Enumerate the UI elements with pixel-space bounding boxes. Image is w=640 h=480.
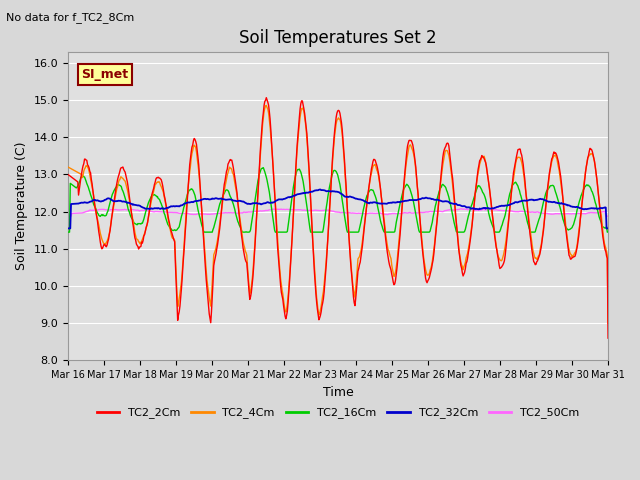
TC2_32Cm [420,195,428,201]
TC2_2Cm [262,95,270,100]
TC2_16Cm [74,183,82,189]
TC2_2Cm [64,171,72,177]
TC2_32Cm [184,200,192,205]
TC2_2Cm [404,140,412,146]
TC2_16Cm [129,218,137,224]
Title: Soil Temperatures Set 2: Soil Temperatures Set 2 [239,29,437,48]
TC2_4Cm [604,320,612,326]
TC2_4Cm [213,241,221,247]
TC2_32Cm [129,202,137,207]
TC2_4Cm [64,164,72,170]
TC2_4Cm [74,169,82,175]
TC2_50Cm [404,210,412,216]
Line: TC2_2Cm: TC2_2Cm [68,97,608,338]
TC2_4Cm [262,103,270,108]
Text: No data for f_TC2_8Cm: No data for f_TC2_8Cm [6,12,134,23]
Line: TC2_16Cm: TC2_16Cm [68,168,608,232]
TC2_50Cm [184,211,192,216]
TC2_16Cm [184,190,192,195]
TC2_50Cm [213,211,221,216]
TC2_50Cm [74,210,82,216]
TC2_50Cm [419,210,427,216]
TC2_2Cm [74,179,82,185]
X-axis label: Time: Time [323,386,353,399]
Line: TC2_32Cm: TC2_32Cm [68,190,608,228]
TC2_4Cm [404,147,412,153]
TC2_32Cm [74,201,82,206]
TC2_2Cm [604,335,612,341]
TC2_50Cm [604,213,612,219]
TC2_16Cm [259,165,267,170]
TC2_2Cm [184,184,192,190]
TC2_2Cm [213,246,221,252]
TC2_16Cm [420,229,428,235]
TC2_16Cm [213,213,221,219]
Line: TC2_50Cm: TC2_50Cm [68,209,608,216]
TC2_4Cm [184,183,192,189]
TC2_32Cm [213,195,221,201]
TC2_32Cm [604,226,612,231]
TC2_4Cm [129,219,137,225]
TC2_32Cm [404,198,412,204]
TC2_32Cm [64,226,72,231]
TC2_32Cm [317,187,324,192]
TC2_4Cm [420,258,428,264]
TC2_16Cm [404,183,412,189]
TC2_2Cm [129,224,137,230]
TC2_50Cm [129,207,137,213]
Line: TC2_4Cm: TC2_4Cm [68,106,608,323]
TC2_50Cm [64,213,72,219]
Y-axis label: Soil Temperature (C): Soil Temperature (C) [15,142,28,270]
Text: SI_met: SI_met [81,68,129,81]
TC2_50Cm [458,206,465,212]
TC2_2Cm [420,262,428,268]
Legend: TC2_2Cm, TC2_4Cm, TC2_16Cm, TC2_32Cm, TC2_50Cm: TC2_2Cm, TC2_4Cm, TC2_16Cm, TC2_32Cm, TC… [92,403,584,423]
TC2_16Cm [64,229,72,235]
TC2_16Cm [604,229,612,235]
